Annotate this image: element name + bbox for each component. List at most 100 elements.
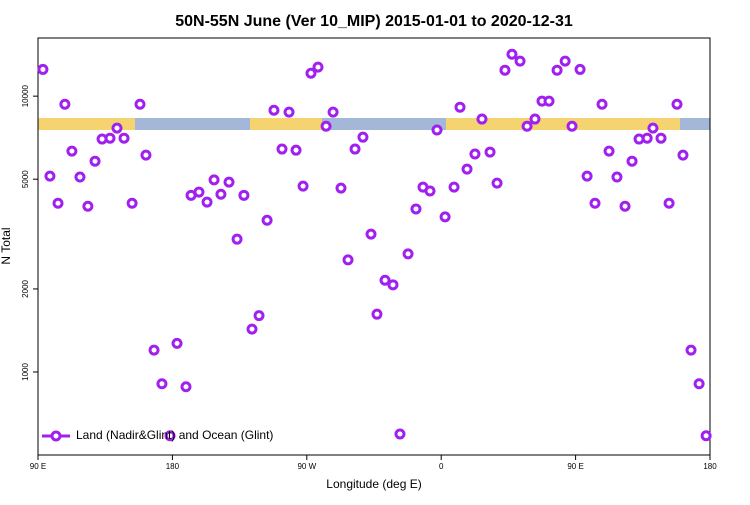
chart-title: 50N-55N June (Ver 10_MIP) 2015-01-01 to … — [175, 13, 573, 30]
point — [677, 149, 689, 161]
point — [208, 174, 220, 186]
plot-frame — [37, 37, 711, 456]
point — [238, 189, 250, 201]
point — [357, 131, 369, 143]
point — [342, 254, 354, 266]
point — [499, 64, 511, 76]
point — [514, 55, 526, 67]
x-tick-label: 90 W — [297, 462, 316, 471]
point — [283, 106, 295, 118]
point — [394, 428, 406, 440]
point — [305, 67, 317, 79]
point — [693, 378, 705, 390]
point — [134, 98, 146, 110]
point — [253, 310, 265, 322]
point — [431, 124, 443, 136]
point — [201, 196, 213, 208]
point — [663, 197, 675, 209]
point — [52, 197, 64, 209]
point — [700, 430, 712, 442]
land-band — [38, 118, 135, 130]
point — [476, 113, 488, 125]
point — [647, 122, 659, 134]
legend-label: Land (Nadir&Glint) and Ocean (Glint) — [76, 428, 273, 442]
point — [410, 203, 422, 215]
point — [371, 308, 383, 320]
point — [603, 145, 615, 157]
point — [231, 233, 243, 245]
point — [626, 155, 638, 167]
point — [82, 200, 94, 212]
point — [297, 180, 309, 192]
point — [581, 170, 593, 182]
point — [276, 143, 288, 155]
point — [148, 344, 160, 356]
point — [589, 197, 601, 209]
point — [171, 337, 183, 349]
point — [574, 63, 586, 75]
x-tick-label: 90 E — [567, 462, 583, 471]
legend-marker — [50, 430, 62, 442]
point — [193, 186, 205, 198]
point — [37, 63, 49, 75]
point — [349, 143, 361, 155]
point — [685, 344, 697, 356]
point — [448, 181, 460, 193]
land-band — [250, 118, 322, 130]
point — [156, 378, 168, 390]
point — [484, 146, 496, 158]
point — [320, 120, 332, 132]
point — [641, 132, 653, 144]
point — [387, 279, 399, 291]
point — [491, 177, 503, 189]
x-axis-label: Longitude (deg E) — [326, 477, 421, 491]
point — [529, 113, 541, 125]
x-tick-label: 90 E — [30, 462, 46, 471]
point — [611, 171, 623, 183]
point — [44, 170, 56, 182]
point — [402, 248, 414, 260]
point — [59, 98, 71, 110]
point — [655, 132, 667, 144]
point — [261, 214, 273, 226]
point — [327, 106, 339, 118]
point — [180, 381, 192, 393]
y-tick-label: 1000 — [21, 363, 30, 381]
point — [566, 120, 578, 132]
point — [619, 200, 631, 212]
point — [140, 149, 152, 161]
point — [521, 120, 533, 132]
point — [454, 101, 466, 113]
point — [506, 48, 518, 60]
point — [335, 182, 347, 194]
point — [215, 188, 227, 200]
land-band — [446, 118, 680, 130]
point — [290, 144, 302, 156]
point — [312, 61, 324, 73]
point — [74, 171, 86, 183]
point — [469, 148, 481, 160]
point — [246, 323, 258, 335]
y-tick-label: 5000 — [21, 170, 30, 188]
point — [461, 163, 473, 175]
x-tick-label: 0 — [439, 462, 444, 471]
point — [551, 64, 563, 76]
point — [365, 228, 377, 240]
y-tick-label: 2000 — [21, 279, 30, 297]
point — [439, 211, 451, 223]
point — [89, 155, 101, 167]
point — [543, 95, 555, 107]
point — [223, 176, 235, 188]
point — [379, 274, 391, 286]
point — [559, 55, 571, 67]
point — [111, 122, 123, 134]
point — [268, 104, 280, 116]
point — [66, 145, 78, 157]
point — [126, 197, 138, 209]
point — [596, 98, 608, 110]
point — [118, 132, 130, 144]
y-axis-label: N Total — [0, 227, 13, 264]
point — [164, 430, 176, 442]
point — [671, 98, 683, 110]
